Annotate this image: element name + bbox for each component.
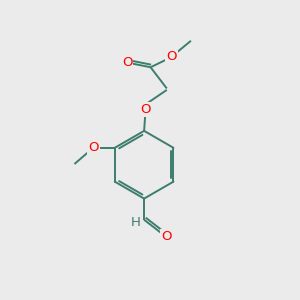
Text: O: O [88, 141, 99, 154]
Text: O: O [122, 56, 132, 69]
Text: H: H [131, 216, 141, 229]
Text: O: O [140, 103, 151, 116]
Text: O: O [167, 50, 177, 64]
Text: O: O [161, 230, 172, 243]
